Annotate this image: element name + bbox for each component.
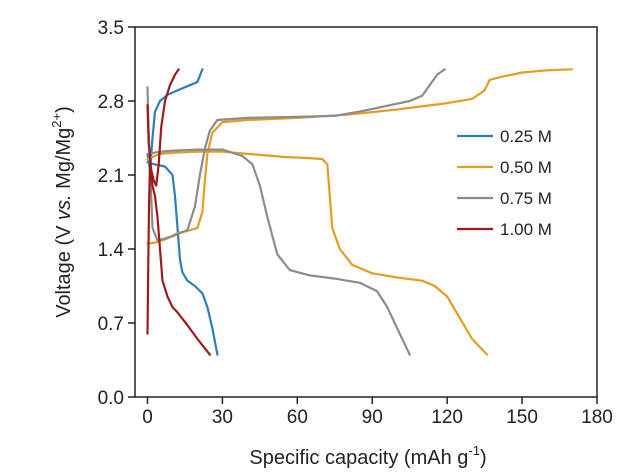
legend: 0.25 M 0.50 M 0.75 M 1.00 M <box>457 127 552 239</box>
x-tick-label-5: 150 <box>506 407 538 428</box>
x-tick-label-1: 30 <box>212 407 233 428</box>
series-2-curve-1 <box>146 68 446 242</box>
legend-label-3: 1.00 M <box>500 220 552 239</box>
y-tick-label-3: 2.1 <box>98 166 124 187</box>
series-1-curve-0 <box>146 150 489 356</box>
series-2-curve-0 <box>146 148 411 356</box>
x-tick-label-3: 90 <box>362 407 383 428</box>
series-3-curve-1 <box>146 68 180 187</box>
x-axis-title-main: Specific capacity (mAh g <box>249 447 468 469</box>
y-tick-label-4: 2.8 <box>98 92 124 113</box>
legend-label-0: 0.25 M <box>500 127 552 146</box>
y-axis-title-main: Voltage (V <box>53 220 75 318</box>
y-axis-title-superscript: 2+ <box>49 113 64 128</box>
x-tick-label-0: 0 <box>142 407 153 428</box>
y-tick-label-1: 0.7 <box>98 314 124 335</box>
series-0-curve-0 <box>146 161 219 356</box>
legend-label-2: 0.75 M <box>500 189 552 208</box>
legend-label-1: 0.50 M <box>500 158 552 177</box>
plot-frame <box>134 26 598 398</box>
y-axis-title-end: ) <box>53 106 75 113</box>
x-axis-title: Specific capacity (mAh g-1) <box>249 443 486 469</box>
y-tick-label-0: 0.0 <box>98 388 124 409</box>
x-axis-title-superscript: -1 <box>468 443 480 458</box>
y-tick-label-2: 1.4 <box>98 240 125 261</box>
ticks-layer: 0 30 60 90 120 150 180 0.0 0.7 1.4 2.1 2.8 3.5 <box>98 18 613 428</box>
x-tick-label-4: 120 <box>431 407 463 428</box>
x-axis-title-end: ) <box>480 447 487 469</box>
series-3-curve-0 <box>146 163 211 356</box>
y-tick-label-5: 3.5 <box>98 18 124 39</box>
series-layer <box>146 68 574 356</box>
y-axis-title-mid: Mg/Mg <box>53 128 75 195</box>
y-axis-title-italic: vs. <box>53 194 75 220</box>
x-tick-label-2: 60 <box>287 407 308 428</box>
x-tick-label-6: 180 <box>581 407 613 428</box>
y-axis-title: Voltage (V vs. Mg/Mg2+) <box>49 106 75 318</box>
